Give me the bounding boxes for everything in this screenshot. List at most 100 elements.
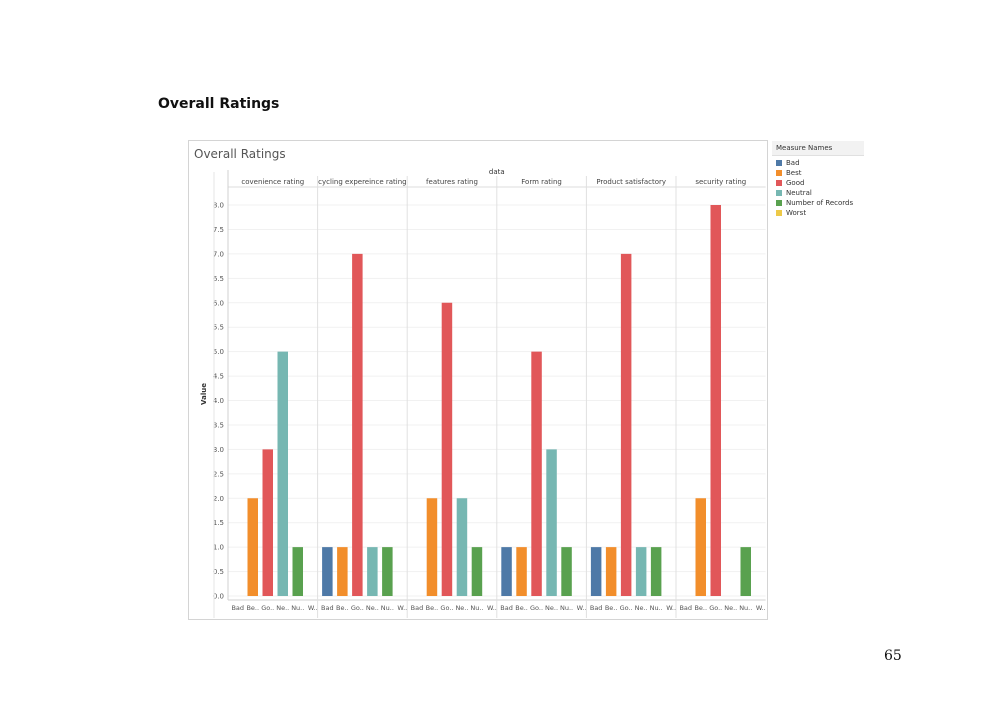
legend: Measure Names Bad Best Good Neutral Number o… [772, 141, 864, 217]
legend-label: Good [786, 179, 805, 187]
legend-label: Best [786, 169, 802, 177]
legend-item[interactable]: Best [772, 168, 864, 178]
x-tick-label: W.. [308, 604, 318, 612]
x-tick-label: Be.. [336, 604, 349, 612]
x-tick-label: Go.. [530, 604, 543, 612]
x-tick-label: Bad [590, 604, 603, 612]
bar [740, 547, 751, 596]
panel-header: features rating [426, 178, 478, 186]
y-tick-label: 5.0 [213, 348, 224, 356]
legend-label: Bad [786, 159, 800, 167]
x-tick-label: Be.. [694, 604, 707, 612]
x-tick-label: Go.. [351, 604, 364, 612]
y-tick-label: 5.5 [213, 324, 224, 332]
bar [501, 547, 512, 596]
bar [620, 253, 632, 596]
bar [531, 351, 542, 596]
bar [426, 498, 438, 596]
bar [292, 547, 303, 596]
x-tick-label: W.. [397, 604, 407, 612]
bar [382, 547, 393, 596]
x-tick-label: Go.. [261, 604, 274, 612]
x-tick-label: W.. [666, 604, 676, 612]
legend-swatch [776, 190, 782, 196]
x-tick-label: Go.. [620, 604, 633, 612]
legend-item[interactable]: Number of Records [772, 198, 864, 208]
y-tick-label: 2.5 [213, 470, 224, 478]
x-tick-label: W.. [756, 604, 766, 612]
x-tick-label: Bad [231, 604, 244, 612]
legend-item[interactable]: Bad [772, 158, 864, 168]
legend-label: Number of Records [786, 199, 854, 207]
x-tick-label: Ne.. [366, 604, 379, 612]
page-heading: Overall Ratings [158, 96, 280, 112]
bar [367, 547, 378, 596]
panel-header: covenience rating [241, 178, 304, 186]
x-tick-label: Be.. [246, 604, 259, 612]
panel-header: cycling expereince rating [318, 178, 406, 186]
bar [247, 498, 258, 596]
x-tick-label: Nu.. [381, 604, 394, 612]
bar [277, 351, 288, 596]
bar [322, 547, 333, 596]
y-tick-label: 7.5 [213, 226, 224, 234]
x-tick-label: Nu.. [739, 604, 752, 612]
panel-header: Product satisfactory [596, 178, 666, 186]
bar [516, 547, 527, 596]
x-tick-label: Ne.. [455, 604, 468, 612]
panel-header: security rating [695, 178, 746, 186]
y-tick-label: 1.5 [213, 519, 224, 527]
x-tick-label: Be.. [426, 604, 439, 612]
bar [590, 547, 602, 596]
y-tick-label: 7.0 [213, 250, 224, 258]
bar [605, 547, 617, 596]
bar [635, 547, 647, 596]
y-tick-label: 6.5 [213, 275, 224, 283]
x-tick-label: Nu.. [650, 604, 663, 612]
x-tick-label: Go.. [440, 604, 453, 612]
legend-swatch [776, 170, 782, 176]
legend-title: Measure Names [772, 141, 864, 156]
x-tick-label: Ne.. [635, 604, 648, 612]
x-tick-label: Bad [679, 604, 692, 612]
page-number: 65 [884, 648, 902, 664]
y-tick-label: 8.0 [213, 202, 224, 210]
legend-swatch [776, 160, 782, 166]
legend-label: Worst [786, 209, 807, 217]
x-tick-label: Bad [411, 604, 424, 612]
column-header: data [489, 168, 505, 176]
y-tick-label: 3.0 [213, 446, 224, 454]
bar [546, 449, 557, 596]
y-tick-label: 0.5 [213, 568, 224, 576]
y-tick-label: 6.0 [213, 299, 224, 307]
x-tick-label: Ne.. [545, 604, 558, 612]
legend-item[interactable]: Neutral [772, 188, 864, 198]
x-tick-label: W.. [487, 604, 497, 612]
legend-item[interactable]: Worst [772, 208, 864, 218]
x-tick-label: Ne.. [276, 604, 289, 612]
x-tick-label: Go.. [709, 604, 722, 612]
x-tick-label: Be.. [515, 604, 528, 612]
bar [710, 205, 721, 596]
bar [650, 547, 662, 596]
bar [441, 302, 453, 596]
bar [456, 498, 468, 596]
y-tick-label: 1.0 [213, 544, 224, 552]
bar [352, 253, 363, 596]
y-tick-label: 4.5 [213, 373, 224, 381]
legend-item[interactable]: Good [772, 178, 864, 188]
legend-swatch [776, 210, 782, 216]
x-tick-label: Bad [500, 604, 513, 612]
legend-items: Bad Best Good Neutral Number of Records Worst [772, 158, 864, 218]
bar [262, 449, 273, 596]
panel-header: Form rating [521, 178, 562, 186]
x-tick-label: Bad [321, 604, 334, 612]
x-tick-label: Be.. [605, 604, 618, 612]
y-tick-label: 3.5 [213, 421, 224, 429]
bar [471, 547, 483, 596]
y-tick-label: 0.0 [213, 593, 224, 601]
legend-label: Neutral [786, 189, 812, 197]
x-tick-label: Nu.. [560, 604, 573, 612]
x-tick-label: Ne.. [724, 604, 737, 612]
